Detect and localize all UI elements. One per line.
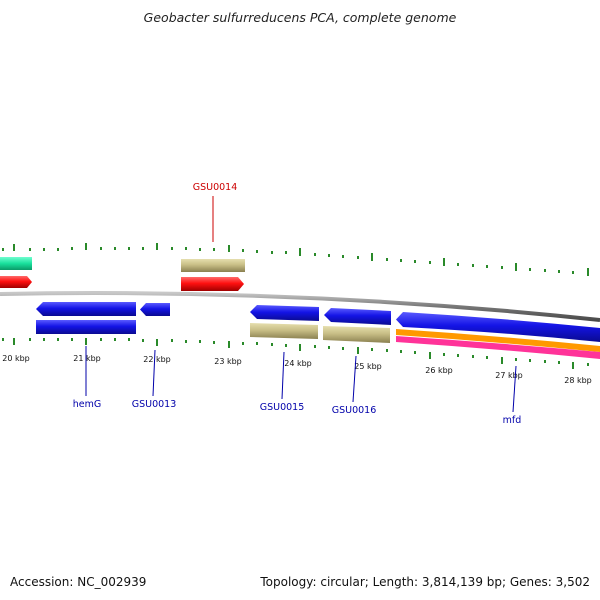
genome-backbone [0,291,600,322]
gene-gsu0016-khaki[interactable] [323,326,390,343]
leader-gsu0015 [281,351,285,400]
feature-teal-rna[interactable] [0,257,32,270]
gene-hemg-lower[interactable] [36,320,136,334]
label-gsu0016[interactable]: GSU0016 [332,405,377,416]
tick-label-27kbp: 27 kbp [495,371,523,380]
inner-tick-row [2,338,589,369]
label-mfd[interactable]: mfd [503,415,522,426]
feature-orange[interactable] [396,329,600,352]
gene-gsu0015-khaki[interactable] [250,323,318,339]
gene-gsu0014-cds[interactable] [181,277,244,291]
gene-gsu0014-khaki[interactable] [181,259,245,272]
outer-tick-row [2,243,589,276]
label-hemg[interactable]: hemG [73,399,101,410]
tick-label-24kbp: 24 kbp [284,359,312,368]
gene-gsu0015[interactable] [250,305,319,321]
leader-gsu0013 [152,349,156,397]
gene-gsu0013[interactable] [140,303,170,316]
gene-hemg[interactable] [36,302,136,316]
label-gsu0014[interactable]: GSU0014 [193,182,238,193]
label-gsu0013[interactable]: GSU0013 [132,399,177,410]
topology-info: Topology: circular; Length: 3,814,139 bp… [260,575,590,589]
tick-label-28kbp: 28 kbp [564,376,592,385]
tick-label-21kbp: 21 kbp [73,354,101,363]
genome-title: Geobacter sulfurreducens PCA, complete g… [143,10,457,25]
accession-text: Accession: NC_002939 [10,575,147,589]
gene-gsu0016[interactable] [324,308,391,325]
feature-pink[interactable] [396,336,600,359]
label-gsu0015[interactable]: GSU0015 [260,402,305,413]
gene-mfd[interactable] [396,312,600,342]
leader-mfd [512,365,517,413]
leader-gsu0016 [352,355,357,403]
tick-label-20kbp: 20 kbp [2,354,30,363]
feature-red-cds-left[interactable] [0,276,32,288]
tick-label-26kbp: 26 kbp [425,366,453,375]
tick-label-23kbp: 23 kbp [214,357,242,366]
tick-label-25kbp: 25 kbp [354,362,382,371]
tick-label-22kbp: 22 kbp [143,355,171,364]
